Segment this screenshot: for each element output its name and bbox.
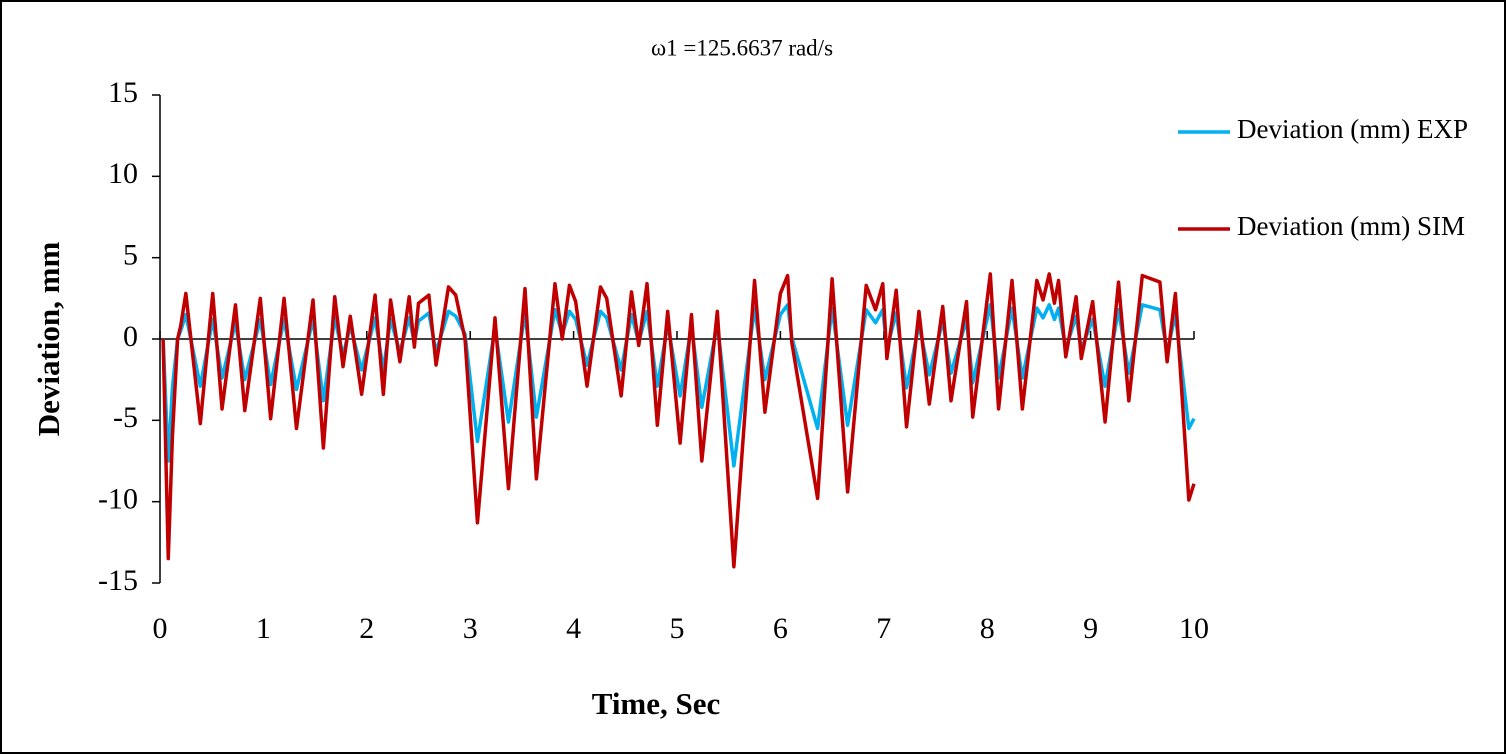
x-tick-label: 6 bbox=[773, 612, 788, 645]
y-tick-label: 0 bbox=[123, 320, 138, 353]
y-axis-title: Deviation, mm bbox=[31, 242, 66, 437]
y-tick-label: 5 bbox=[123, 239, 138, 272]
x-tick-label: 10 bbox=[1179, 612, 1209, 645]
x-tick-label: 8 bbox=[980, 612, 995, 645]
x-tick-label: 0 bbox=[153, 612, 168, 645]
chart-title: ω1 =125.6637 rad/s bbox=[651, 35, 833, 60]
x-tick-label: 4 bbox=[566, 612, 581, 645]
legend-label: Deviation (mm) EXP bbox=[1237, 114, 1468, 144]
x-tick-label: 2 bbox=[359, 612, 374, 645]
y-tick-label: 10 bbox=[108, 157, 138, 190]
y-tick-label: -10 bbox=[98, 483, 138, 516]
x-axis-title: Time, Sec bbox=[592, 686, 721, 721]
legend-label: Deviation (mm) SIM bbox=[1237, 211, 1465, 241]
y-tick-label: 15 bbox=[108, 76, 138, 109]
x-tick-label: 7 bbox=[876, 612, 891, 645]
x-tick-label: 1 bbox=[256, 612, 271, 645]
y-tick-label: -5 bbox=[113, 401, 138, 434]
y-tick-label: -15 bbox=[98, 564, 138, 597]
x-tick-label: 9 bbox=[1083, 612, 1098, 645]
x-tick-label: 5 bbox=[670, 612, 685, 645]
data-line bbox=[161, 272, 1196, 569]
x-tick-label: 3 bbox=[463, 612, 478, 645]
